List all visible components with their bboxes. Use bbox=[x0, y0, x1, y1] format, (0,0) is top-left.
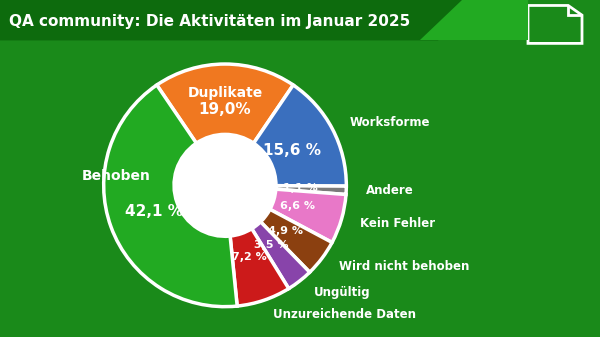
Wedge shape bbox=[104, 85, 237, 307]
Text: Andere: Andere bbox=[365, 184, 413, 197]
Text: Ungültig: Ungültig bbox=[313, 286, 370, 299]
Text: 3,5 %: 3,5 % bbox=[254, 240, 289, 250]
Circle shape bbox=[174, 134, 276, 236]
Text: Behoben: Behoben bbox=[82, 168, 150, 183]
Text: 4,9 %: 4,9 % bbox=[268, 226, 303, 236]
Text: Worksforme: Worksforme bbox=[350, 116, 431, 129]
Text: Duplikate: Duplikate bbox=[187, 86, 263, 99]
Text: 15,6 %: 15,6 % bbox=[263, 143, 321, 158]
Wedge shape bbox=[270, 189, 346, 242]
Wedge shape bbox=[260, 209, 332, 272]
Text: 6,6 %: 6,6 % bbox=[280, 202, 315, 212]
Text: 19,0%: 19,0% bbox=[199, 102, 251, 117]
Text: Unzureichende Daten: Unzureichende Daten bbox=[274, 308, 416, 320]
Wedge shape bbox=[276, 186, 346, 194]
Wedge shape bbox=[230, 229, 289, 306]
Wedge shape bbox=[254, 85, 346, 186]
Text: QA community: Die Aktivitäten im Januar 2025: QA community: Die Aktivitäten im Januar … bbox=[9, 14, 410, 29]
Text: Kein Fehler: Kein Fehler bbox=[361, 217, 436, 230]
Text: 7,2 %: 7,2 % bbox=[232, 252, 267, 262]
Text: Wird nicht behoben: Wird nicht behoben bbox=[338, 261, 469, 273]
Wedge shape bbox=[252, 222, 310, 288]
Text: 1,1 %: 1,1 % bbox=[283, 183, 318, 193]
Text: 42,1 %: 42,1 % bbox=[125, 204, 183, 219]
Wedge shape bbox=[157, 64, 293, 143]
